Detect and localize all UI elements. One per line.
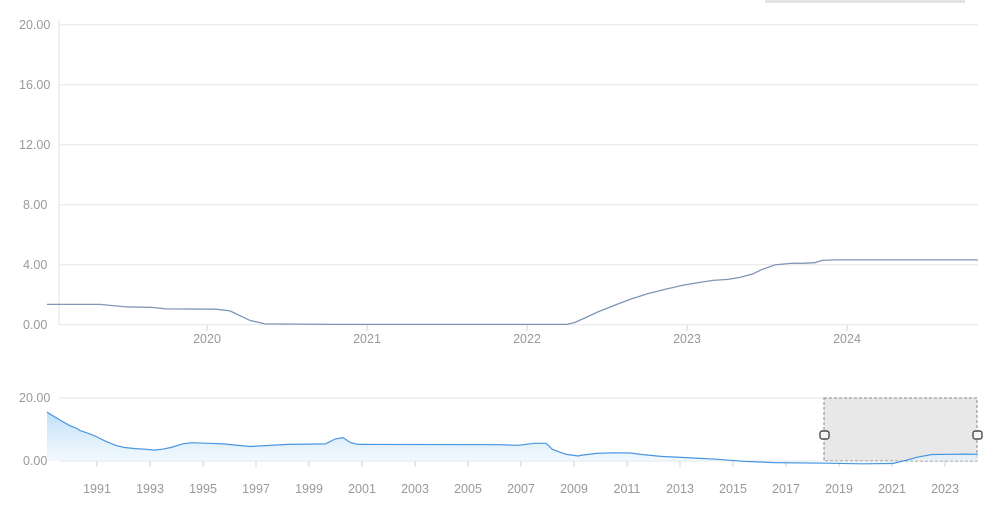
svg-text:1991: 1991 bbox=[83, 482, 111, 496]
svg-text:12.00: 12.00 bbox=[19, 138, 50, 152]
svg-text:2021: 2021 bbox=[353, 332, 381, 346]
svg-text:2021: 2021 bbox=[878, 482, 906, 496]
svg-text:20.00: 20.00 bbox=[19, 391, 50, 405]
svg-text:4.00: 4.00 bbox=[23, 258, 47, 272]
svg-text:2007: 2007 bbox=[507, 482, 535, 496]
svg-text:2009: 2009 bbox=[560, 482, 588, 496]
svg-text:2023: 2023 bbox=[673, 332, 701, 346]
svg-text:2019: 2019 bbox=[825, 482, 853, 496]
svg-text:2022: 2022 bbox=[513, 332, 541, 346]
svg-text:2003: 2003 bbox=[401, 482, 429, 496]
svg-text:2015: 2015 bbox=[719, 482, 747, 496]
svg-text:2011: 2011 bbox=[614, 482, 641, 496]
svg-text:2001: 2001 bbox=[348, 482, 376, 496]
svg-text:0.00: 0.00 bbox=[23, 318, 47, 332]
svg-text:2017: 2017 bbox=[772, 482, 800, 496]
svg-text:1995: 1995 bbox=[189, 482, 217, 496]
svg-text:16.00: 16.00 bbox=[19, 78, 50, 92]
svg-text:2005: 2005 bbox=[454, 482, 482, 496]
svg-text:2024: 2024 bbox=[833, 332, 861, 346]
svg-text:2023: 2023 bbox=[931, 482, 959, 496]
svg-text:2013: 2013 bbox=[666, 482, 694, 496]
svg-text:20.00: 20.00 bbox=[19, 18, 50, 32]
svg-text:1997: 1997 bbox=[242, 482, 270, 496]
svg-text:1999: 1999 bbox=[295, 482, 323, 496]
svg-text:1993: 1993 bbox=[136, 482, 164, 496]
svg-text:0.00: 0.00 bbox=[23, 454, 47, 468]
svg-text:8.00: 8.00 bbox=[23, 198, 47, 212]
svg-text:2020: 2020 bbox=[193, 332, 221, 346]
